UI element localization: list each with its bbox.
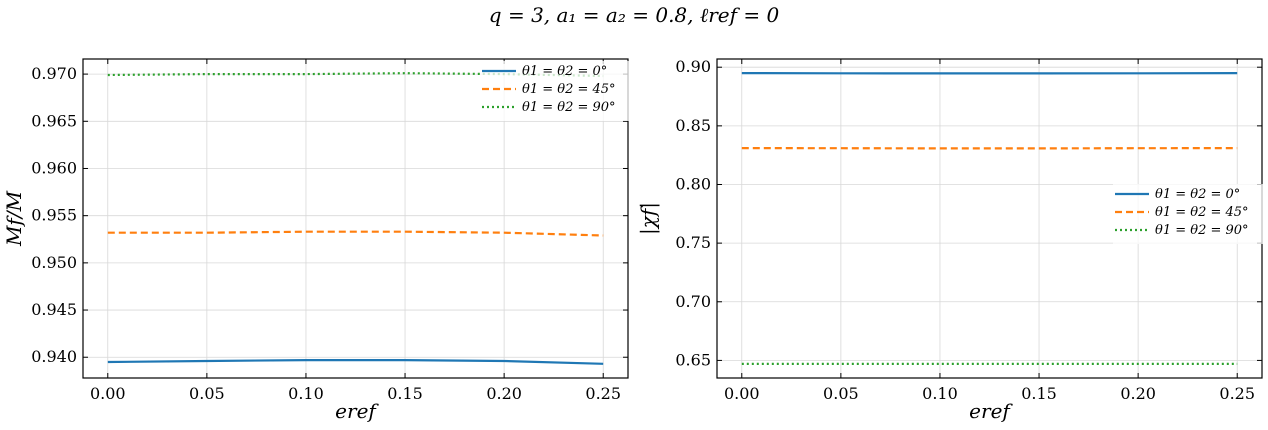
legend: θ1 = θ2 = 0° θ1 = θ2 = 45° θ1 = θ2 = 90°	[480, 61, 630, 121]
series-line-0	[107, 359, 604, 365]
legend-label: θ1 = θ2 = 0°	[522, 64, 607, 79]
y-tick-label: 0.950	[31, 253, 77, 272]
y-axis-label: |χf|	[636, 202, 661, 235]
x-axis-label: eref	[335, 399, 379, 423]
x-tick-label: 0.15	[387, 384, 423, 403]
y-tick-label: 0.970	[31, 64, 77, 83]
spin-panel: 0.00 0.05 0.10 0.15 0.20 0.25 0.65 0.70 0.75 0.80…	[636, 57, 1263, 423]
x-tick-label: 0.10	[922, 384, 958, 403]
series-line-1	[107, 230, 604, 237]
legend-label: θ1 = θ2 = 90°	[1155, 223, 1249, 238]
x-tick-label: 0.15	[1021, 384, 1057, 403]
legend-label: θ1 = θ2 = 90°	[522, 100, 616, 115]
legend: θ1 = θ2 = 0° θ1 = θ2 = 45° θ1 = θ2 = 90°	[1113, 184, 1263, 244]
y-tick-label: 0.75	[675, 233, 711, 252]
y-tick-label: 0.90	[675, 57, 711, 76]
x-tick-label: 0.25	[1219, 384, 1255, 403]
mass-panel: 0.00 0.05 0.10 0.15 0.20 0.25 0.940 0.945 0.950 0…	[2, 58, 630, 423]
x-axis-label: eref	[969, 399, 1013, 423]
x-tick-label: 0.20	[486, 384, 522, 403]
y-tick-label: 0.960	[31, 158, 77, 177]
x-tick-label: 0.05	[823, 384, 859, 403]
x-tick-label: 0.00	[90, 384, 126, 403]
legend-label: θ1 = θ2 = 0°	[1155, 187, 1240, 202]
x-tick-label: 0.00	[724, 384, 760, 403]
y-tick-label: 0.965	[31, 111, 77, 130]
x-tick-label: 0.05	[189, 384, 225, 403]
y-tick-label: 0.65	[675, 350, 711, 369]
y-tick-label: 0.945	[31, 300, 77, 319]
legend-label: θ1 = θ2 = 45°	[522, 82, 616, 97]
y-tick-label: 0.955	[31, 206, 77, 225]
y-tick-label: 0.85	[675, 116, 711, 135]
y-tick-label: 0.70	[675, 292, 711, 311]
y-tick-label: 0.80	[675, 174, 711, 193]
figure-title: q = 3, a₁ = a₂ = 0.8, ℓref = 0	[489, 3, 780, 27]
x-tick-label: 0.10	[288, 384, 324, 403]
y-axis-label: Mf/M	[2, 190, 26, 247]
y-tick-label: 0.940	[31, 347, 77, 366]
legend-label: θ1 = θ2 = 45°	[1155, 205, 1249, 220]
x-tick-label: 0.20	[1120, 384, 1156, 403]
x-tick-label: 0.25	[585, 384, 621, 403]
plot-frame	[82, 58, 629, 379]
